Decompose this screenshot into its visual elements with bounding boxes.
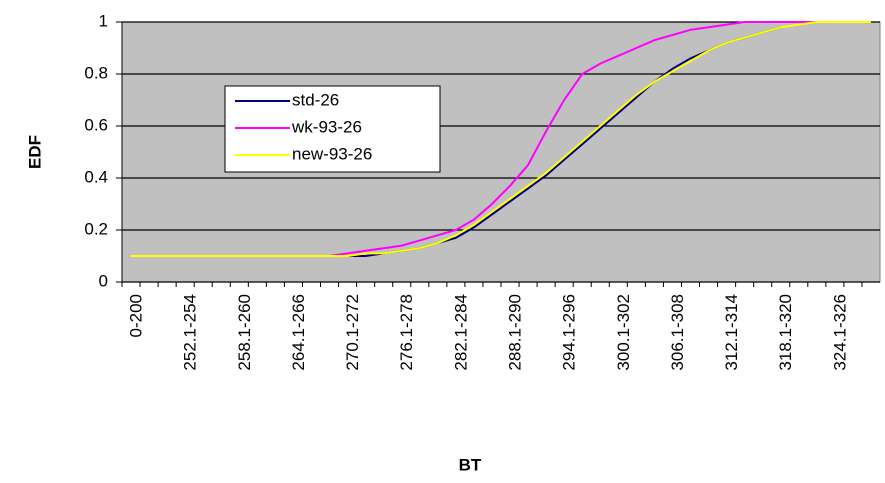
y-tick-label: 0.4 [84, 167, 108, 186]
legend-label: wk-93-26 [291, 117, 362, 136]
legend-label: std-26 [292, 90, 339, 109]
x-tick-label: 324.1-326 [830, 294, 849, 371]
y-axis-label: EDF [25, 135, 44, 169]
y-tick-label: 0.2 [84, 219, 108, 238]
x-tick-label: 312.1-314 [722, 294, 741, 371]
x-tick-label: 270.1-272 [343, 294, 362, 371]
x-tick-label: 276.1-278 [397, 294, 416, 371]
y-tick-label: 0 [99, 271, 108, 290]
legend-label: new-93-26 [292, 144, 372, 163]
x-tick-label: 306.1-308 [668, 294, 687, 371]
y-tick-label: 0.8 [84, 63, 108, 82]
x-tick-label: 282.1-284 [451, 294, 470, 371]
x-tick-label: 258.1-260 [235, 294, 254, 371]
x-tick-label: 300.1-302 [614, 294, 633, 371]
x-tick-label: 288.1-290 [506, 294, 525, 371]
x-axis-label: BT [459, 455, 482, 474]
x-tick-label: 252.1-254 [181, 294, 200, 371]
series-line [311, 21, 817, 257]
legend: std-26 wk-93-26 new-93-26 [224, 85, 441, 173]
x-tick-label: 318.1-320 [776, 294, 795, 371]
series-line [131, 21, 871, 257]
x-tick-label: 294.1-296 [560, 294, 579, 371]
x-tick-label: 264.1-266 [289, 294, 308, 371]
x-tick-label: 0-200 [127, 294, 146, 337]
y-tick-label: 0.6 [84, 115, 108, 134]
y-tick-label: 1 [99, 11, 108, 30]
